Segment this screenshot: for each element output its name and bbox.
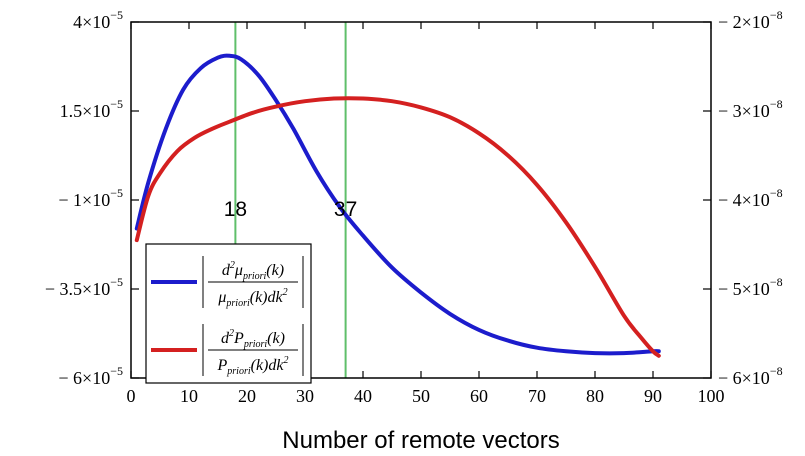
x-tick-label: 40: [354, 386, 372, 406]
legend-denominator-mu: μpriori(k)dk2: [217, 287, 287, 309]
x-tick-label: 90: [644, 386, 662, 406]
x-axis-title: Number of remote vectors: [282, 427, 559, 454]
series-layer: [134, 53, 661, 358]
series-line-mu: [134, 53, 661, 356]
y-right-tick-label: − 5×10−8: [718, 275, 783, 299]
x-tick-label: 10: [180, 386, 198, 406]
x-tick-label: 60: [470, 386, 488, 406]
legend-denominator-p: Ppriori(k)dk2: [217, 355, 289, 377]
marker-label-37: 37: [334, 198, 357, 221]
x-tick-label: 20: [238, 386, 256, 406]
y-left-tick-label: − 1×10−5: [58, 186, 123, 210]
x-tick-label: 0: [127, 386, 136, 406]
legend-box: [145, 243, 312, 384]
x-tick-label: 80: [586, 386, 604, 406]
y-left-tick-label: 1.5×10−5: [60, 97, 123, 121]
x-tick-label: 100: [698, 386, 725, 406]
x-tick-label: 70: [528, 386, 546, 406]
legend-numerator-mu: d2μpriori(k): [222, 260, 284, 282]
series-line-p: [134, 96, 661, 358]
y-left-tick-label: − 3.5×10−5: [45, 275, 123, 299]
y-right-tick-label: − 3×10−8: [718, 97, 783, 121]
x-tick-label: 30: [296, 386, 314, 406]
legend: d2μpriori(k) μpriori(k)dk2 d2Ppriori(k) Ppr…: [145, 243, 312, 384]
legend-numerator-p: d2Ppriori(k): [221, 328, 285, 350]
y-right-tick-label: − 2×10−8: [718, 8, 783, 32]
axes-layer: 0 10 20 30 40 50 60 70 80 90 100 4×10−5 1.5×10−5 − 1×…: [45, 8, 783, 406]
y-left-tick-label: − 6×10−5: [58, 364, 123, 388]
y-left-tick-label: 4×10−5: [73, 8, 123, 32]
y-right-tick-label: − 4×10−8: [718, 186, 783, 210]
y-right-tick-label: − 6×10−8: [718, 364, 783, 388]
x-tick-label: 50: [412, 386, 430, 406]
marker-label-18: 18: [224, 198, 247, 221]
